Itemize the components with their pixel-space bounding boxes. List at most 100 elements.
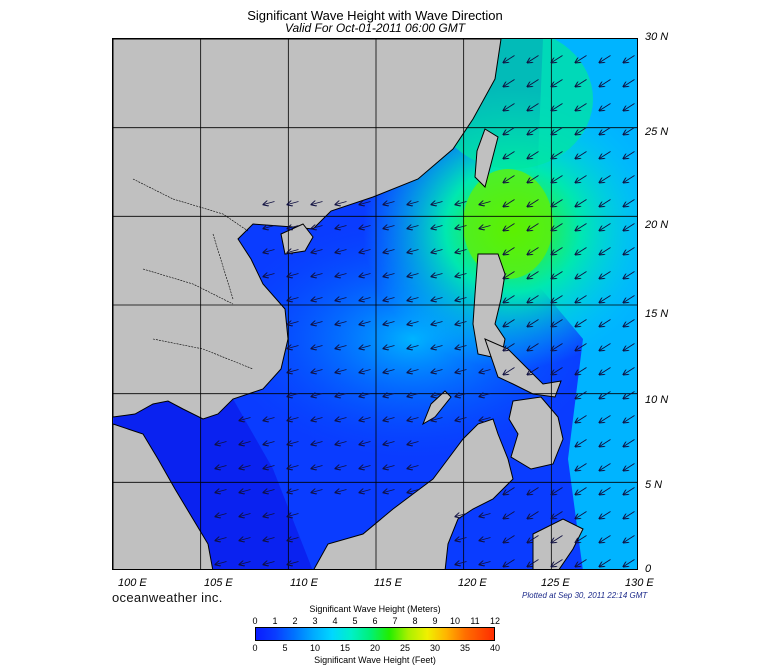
wave-arrow [600, 487, 611, 495]
lat-label-25n: 25 N [645, 126, 669, 138]
colorbar-meters-tick: 7 [392, 616, 398, 626]
wave-arrow [552, 535, 563, 543]
wave-arrow [552, 127, 563, 135]
lat-label-30n: 30 N [645, 31, 669, 43]
wave-arrow [528, 319, 539, 327]
wave-arrow [576, 367, 587, 375]
wave-arrow [552, 223, 563, 231]
wave-arrow [528, 247, 539, 255]
wave-arrow [288, 538, 299, 541]
wave-arrow [288, 250, 299, 253]
wave-arrow [336, 418, 347, 421]
wave-arrow [360, 274, 371, 277]
wave-arrow [576, 199, 587, 207]
wave-arrow [432, 298, 443, 301]
wave-arrow [384, 226, 395, 229]
wave-arrow [288, 562, 299, 565]
colorbar-feet-tick: 25 [399, 643, 411, 653]
lon-label-130e: 130 E [625, 577, 654, 589]
wave-arrow [240, 466, 251, 469]
wave-arrow [600, 199, 611, 207]
wave-arrow [312, 226, 323, 229]
wave-arrow [288, 370, 299, 373]
wave-arrow [552, 151, 563, 159]
wave-arrow [336, 466, 347, 469]
wave-arrow [264, 202, 275, 205]
wave-arrow [336, 250, 347, 253]
wave-direction-arrows [216, 55, 635, 567]
wave-arrow [552, 79, 563, 87]
wave-arrow [504, 367, 515, 375]
wave-arrow [480, 538, 491, 541]
wave-arrow [336, 322, 347, 325]
wave-arrow [408, 370, 419, 373]
wave-arrow [480, 514, 491, 517]
wave-arrow [264, 538, 275, 541]
wave-arrow [504, 271, 515, 279]
wave-arrow [600, 79, 611, 87]
wave-arrow [624, 511, 635, 519]
mindanao-island [508, 396, 564, 470]
wave-arrow [528, 367, 539, 375]
wave-arrow [576, 247, 587, 255]
wave-arrow [504, 343, 515, 351]
colorbar-meters-tick: 12 [489, 616, 501, 626]
wave-arrow [240, 490, 251, 493]
wave-arrow [456, 538, 467, 541]
wave-arrow [456, 298, 467, 301]
wave-arrow [384, 298, 395, 301]
wave-arrow [504, 79, 515, 87]
wave-arrow [336, 202, 347, 205]
wave-arrow [384, 490, 395, 493]
wave-arrow [264, 226, 275, 229]
wave-arrow [624, 295, 635, 303]
wave-arrow [384, 274, 395, 277]
wave-arrow [504, 247, 515, 255]
wave-arrow [456, 418, 467, 421]
wave-arrow [384, 442, 395, 445]
wave-arrow [456, 370, 467, 373]
wave-arrow [288, 202, 299, 205]
wave-arrow [576, 79, 587, 87]
wave-arrow [384, 466, 395, 469]
wave-arrow [312, 490, 323, 493]
wave-arrow [456, 226, 467, 229]
wave-arrow [504, 103, 515, 111]
wave-arrow [528, 199, 539, 207]
wave-arrow [528, 511, 539, 519]
wave-arrow [576, 415, 587, 423]
wave-arrow [624, 439, 635, 447]
wave-arrow [408, 418, 419, 421]
wave-arrow [264, 562, 275, 565]
wave-arrow [288, 298, 299, 301]
wave-arrow [408, 202, 419, 205]
wave-arrow [336, 442, 347, 445]
wave-arrow [456, 346, 467, 349]
wave-arrow [600, 319, 611, 327]
wave-arrow [552, 55, 563, 63]
wave-arrow [528, 559, 539, 567]
wave-arrow [408, 322, 419, 325]
lat-label-5n: 5 N [645, 479, 663, 491]
wave-arrow [576, 391, 587, 399]
wave-arrow [600, 511, 611, 519]
wave-arrow [216, 490, 227, 493]
wave-arrow [624, 103, 635, 111]
wave-arrow [288, 394, 299, 397]
wave-arrow [480, 418, 491, 421]
wave-arrow [240, 562, 251, 565]
wave-arrow [552, 559, 563, 567]
wave-arrow [288, 514, 299, 517]
wave-arrow [504, 127, 515, 135]
wave-arrow [360, 418, 371, 421]
lon-label-115e: 115 E [374, 577, 402, 589]
wave-arrow [288, 418, 299, 421]
wave-arrow [216, 466, 227, 469]
wave-arrow [576, 295, 587, 303]
wave-arrow [576, 103, 587, 111]
wave-arrow [360, 298, 371, 301]
wave-arrow [432, 250, 443, 253]
wave-arrow [408, 346, 419, 349]
luzon-island [472, 253, 506, 360]
wave-arrow [312, 298, 323, 301]
